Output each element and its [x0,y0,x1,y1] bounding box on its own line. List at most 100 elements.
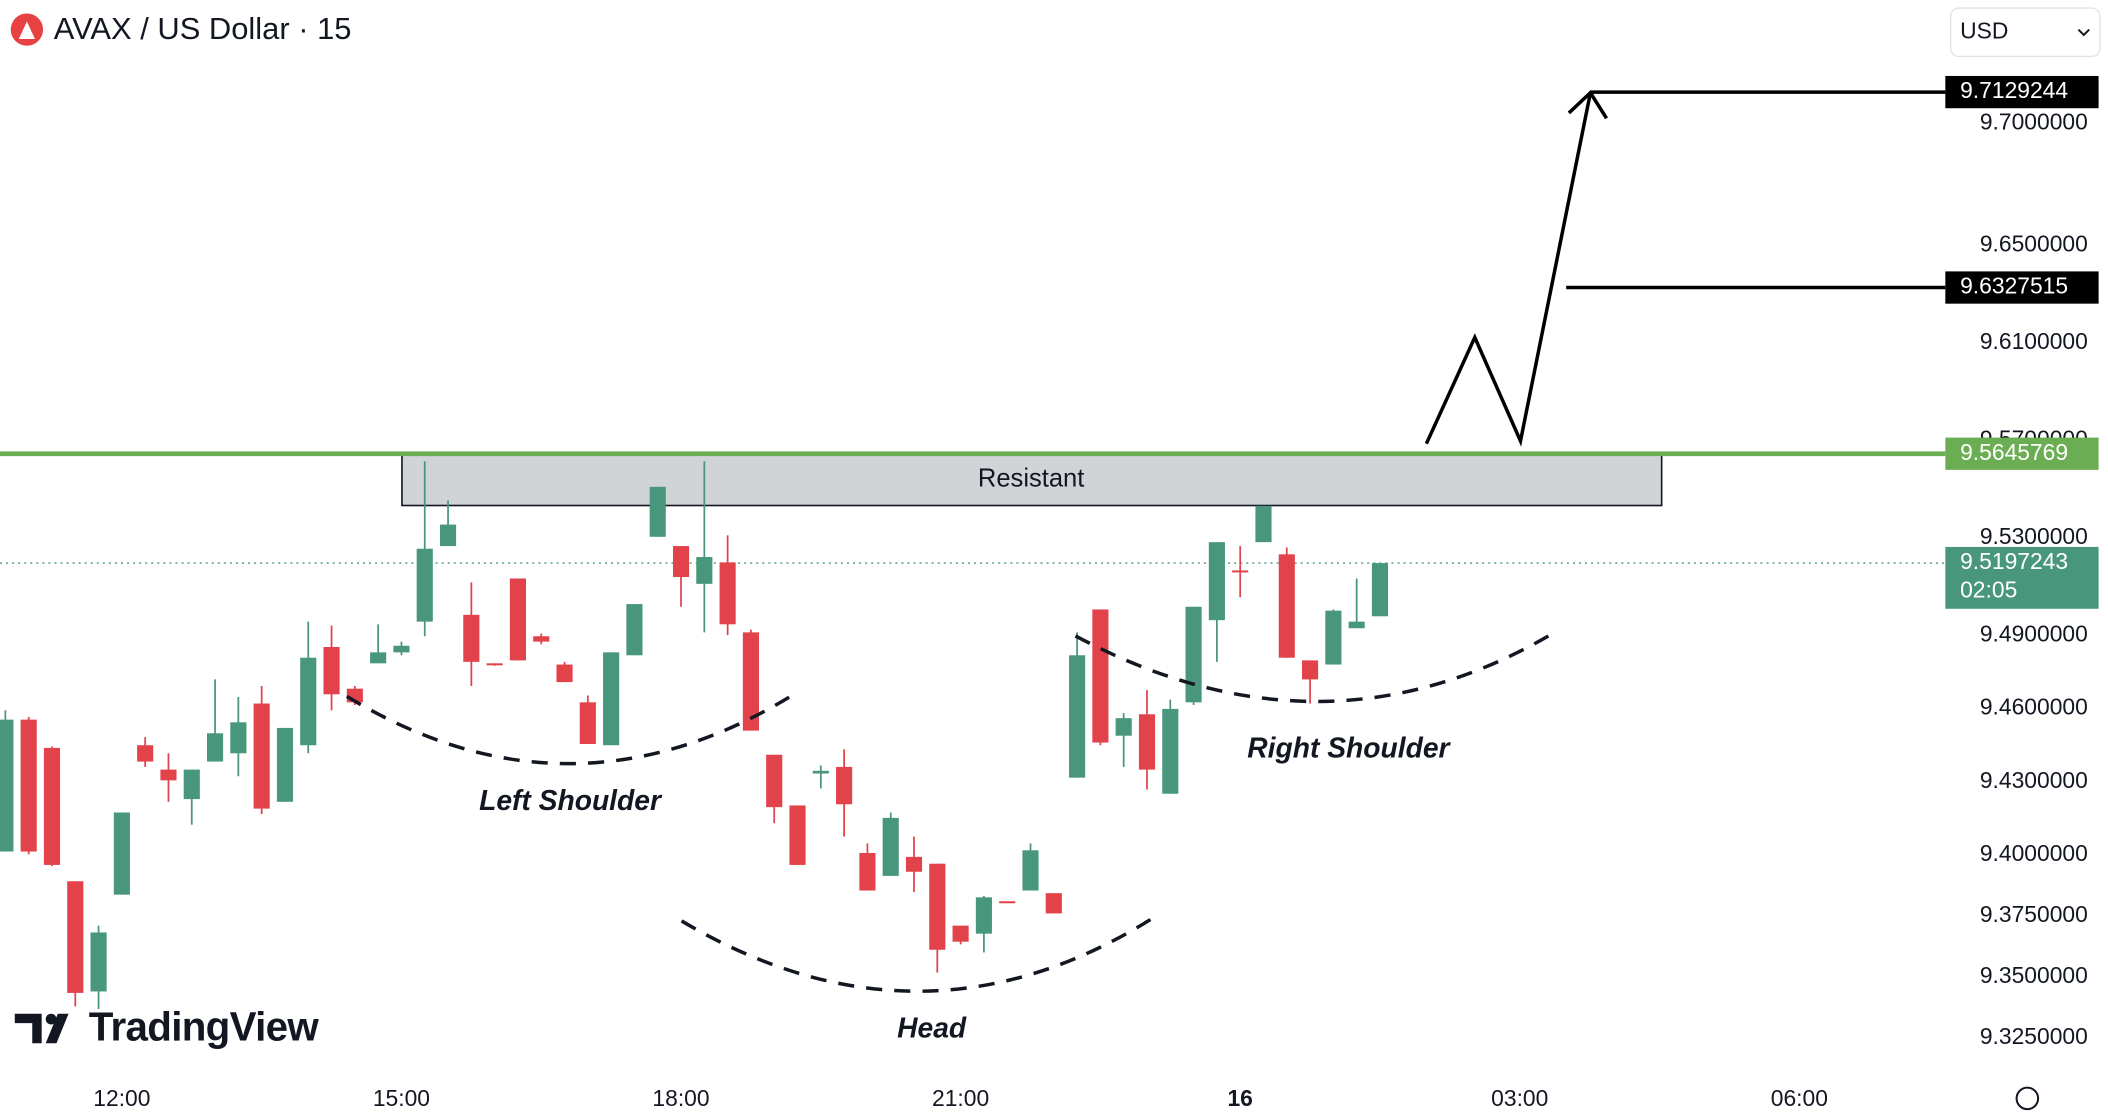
left-shoulder-arc [345,694,792,766]
x-tick-label: 06:00 [1771,1085,1828,1111]
price-tag-label: 9.7129244 [1960,77,2068,103]
x-tick-label: 12:00 [93,1085,150,1111]
candle-body [1208,542,1225,621]
x-tick-label: 16 [1227,1085,1252,1111]
price-tag-label: 9.6327515 [1960,273,2068,299]
candle-body [789,805,806,865]
candle-body [1069,655,1086,778]
candle-body [1185,606,1202,703]
candle-body [1325,610,1342,665]
candle-body [230,722,247,754]
logo-icon [14,1013,69,1044]
coin-glyph [18,21,35,39]
zone-label: Resistant [978,465,1084,493]
candle-body [1302,660,1319,680]
candle-body [0,719,14,852]
y-tick-label: 9.4000000 [1980,840,2088,866]
y-tick-label: 9.4900000 [1980,621,2088,647]
candle-body [859,852,876,891]
y-tick-label: 9.6500000 [1980,231,2088,257]
candle-body [1115,718,1132,736]
candle-body [1138,714,1156,770]
title: AVAX / US Dollar · 15 [54,11,352,46]
x-tick-label: 21:00 [932,1085,989,1111]
candle-body [206,733,224,762]
candle-body [183,769,200,800]
y-tick-label: 9.3750000 [1980,901,2088,927]
pattern-arcs [345,630,1557,993]
candle-body [905,856,923,872]
candle-body [975,897,992,934]
candle-body [836,766,853,805]
candle-body [463,614,480,662]
candle-body [393,645,410,653]
right-shoulder-label: Right Shoulder [1247,732,1451,764]
candle-body [626,604,643,656]
last-price-tag [1945,546,2099,609]
candle-body [742,632,759,731]
y-tick-label: 9.7000000 [1980,109,2088,135]
x-tick-label: 15:00 [373,1085,430,1111]
candle-body [929,863,946,950]
candle-body [416,548,433,622]
resistance-zone [401,452,1663,507]
candle-body [90,932,107,992]
candle-body [1348,621,1365,629]
logo: TradingView [14,1003,320,1049]
candle-body [1045,893,1062,914]
candle-body [67,881,84,993]
candle-body [579,702,596,745]
y-tick-label: 9.5300000 [1980,523,2088,549]
countdown-label: 02:05 [1960,576,2017,602]
right-shoulder-arc [1074,630,1557,704]
candle-body [509,578,527,661]
currency-label[interactable]: USD [1960,17,2008,43]
price-tag [1945,75,2099,109]
candle-body [696,557,713,584]
candle-body [812,770,829,774]
resistance-tag-label: 9.5645769 [1960,439,2068,465]
x-tick-label: 18:00 [652,1085,709,1111]
y-tick-label: 9.3500000 [1980,962,2088,988]
candle-body [649,486,666,537]
candle-body [1371,563,1389,617]
y-tick-label: 9.4600000 [1980,694,2088,720]
projection-arrow [1424,90,1609,447]
candle-body [20,719,37,852]
settings-icon[interactable] [2015,1086,2040,1111]
resistance-tag [1945,437,2099,470]
candle-body [1162,708,1179,794]
candle-body [323,646,340,695]
last-price-label: 9.5197243 [1960,548,2068,574]
candle-body [1092,609,1109,743]
left-shoulder-label: Left Shoulder [479,784,663,816]
candle-body [253,703,270,809]
candle-body [1278,554,1295,658]
candle-body [370,652,387,664]
candle-body [276,727,294,802]
candle-body [882,817,899,876]
candle-body [43,747,61,865]
head-label: Head [897,1011,967,1043]
chevron [2077,28,2090,37]
y-tick-label: 9.3250000 [1980,1023,2088,1049]
candle-body [719,562,736,625]
arrow-path [1424,92,1593,447]
currency-select[interactable] [1950,7,2101,58]
head-arc [680,912,1160,993]
candle-body [766,754,783,808]
axis-layer: 9.70000009.65000009.61000009.57000009.53… [0,75,2099,1111]
logo-text: TradingView [89,1003,320,1049]
logo-dot [45,1013,57,1025]
x-tick-label: 03:00 [1491,1085,1548,1111]
price-tag [1945,271,2099,304]
candle-body [300,657,317,746]
y-tick-label: 9.6100000 [1980,328,2088,354]
candle-body [1232,570,1249,573]
candle-body [999,901,1016,904]
candle-body [439,524,457,547]
candles [0,461,1389,1009]
candle-body [486,663,503,666]
